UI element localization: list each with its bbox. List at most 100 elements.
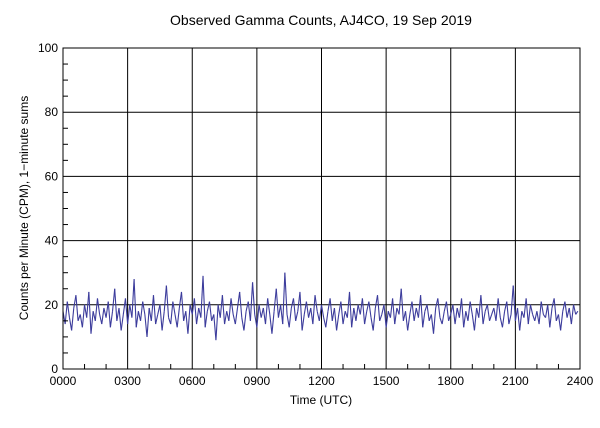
data-segment	[316, 311, 320, 321]
data-segment	[217, 304, 221, 318]
data-segment	[109, 311, 114, 328]
data-segment	[454, 307, 458, 325]
data-segment	[163, 285, 167, 312]
data-segment	[118, 307, 122, 331]
x-tick-labels: 0000 0300 0600 0900 1200 1500 1800 2100 2400	[50, 374, 594, 388]
data-segment	[318, 304, 323, 321]
data-segment	[333, 307, 338, 331]
data-segment	[146, 307, 150, 337]
data-segment	[432, 307, 437, 334]
data-segment	[254, 314, 258, 328]
data-segment	[292, 298, 297, 321]
data-segment	[301, 314, 305, 331]
data-segment	[357, 304, 361, 315]
data-segment	[150, 295, 155, 321]
data-segment	[127, 304, 131, 325]
data-segment	[75, 295, 79, 321]
data-segment	[351, 307, 355, 328]
data-segment	[228, 298, 232, 321]
data-segment	[213, 314, 217, 341]
x-tick-label: 0900	[244, 374, 271, 388]
data-segment	[411, 301, 415, 321]
data-segment	[68, 317, 73, 331]
data-segment	[379, 314, 383, 322]
data-segment	[191, 298, 195, 315]
data-segment	[573, 304, 577, 315]
data-segment	[385, 311, 389, 328]
data-segment	[170, 301, 174, 325]
data-segment	[161, 311, 165, 331]
plot-frame	[62, 47, 581, 370]
chart-title: Observed Gamma Counts, AJ4CO, 19 Sep 201…	[170, 12, 472, 28]
data-segment	[417, 295, 422, 318]
y-tick-label: 100	[38, 41, 58, 55]
x-tick-label: 2400	[567, 374, 594, 388]
data-segment	[392, 298, 396, 325]
data-segment	[193, 298, 198, 325]
data-segment	[288, 307, 292, 328]
data-segment	[448, 314, 452, 322]
data-segment	[308, 307, 312, 318]
data-segment	[366, 301, 370, 312]
data-segment	[497, 298, 501, 318]
data-segment	[120, 314, 124, 331]
data-segment	[370, 317, 374, 331]
data-segment	[103, 307, 107, 318]
data-segment	[400, 288, 404, 321]
data-segment	[86, 291, 90, 318]
data-segment	[469, 301, 473, 315]
data-segment	[236, 291, 241, 309]
data-segment	[64, 301, 68, 325]
data-segment	[239, 291, 243, 318]
data-segment	[260, 307, 264, 318]
data-segment	[124, 298, 129, 325]
data-segment	[510, 285, 514, 315]
data-segment	[131, 279, 135, 318]
data-segment	[529, 304, 534, 315]
data-segment	[430, 314, 435, 334]
data-segment	[478, 295, 482, 318]
data-segment	[508, 314, 512, 325]
data-segment	[284, 272, 288, 315]
data-segment	[234, 307, 239, 325]
data-segment	[249, 282, 254, 321]
data-segment	[570, 304, 575, 325]
data-segment	[79, 314, 83, 328]
data-segment	[165, 285, 170, 318]
data-segment	[536, 311, 540, 325]
data-segment	[320, 304, 325, 318]
data-segment	[329, 298, 333, 321]
data-segment	[568, 307, 572, 325]
data-segment	[215, 304, 219, 341]
data-segment	[336, 314, 340, 331]
data-series	[62, 272, 579, 341]
data-segment	[519, 311, 523, 331]
data-segment	[538, 301, 542, 325]
data-segment	[230, 298, 234, 315]
data-segment	[189, 304, 193, 315]
data-segment	[564, 301, 568, 318]
data-segment	[252, 282, 256, 315]
data-segment	[310, 307, 314, 325]
data-segment	[540, 301, 544, 315]
data-segment	[437, 298, 441, 318]
data-segment	[372, 307, 376, 331]
data-segment	[346, 291, 351, 318]
data-segment	[264, 298, 269, 325]
data-segment	[159, 304, 163, 331]
data-segment	[467, 301, 471, 321]
data-segment	[303, 301, 307, 315]
data-segment	[196, 307, 200, 325]
data-segment	[547, 304, 551, 328]
data-segment	[107, 301, 111, 328]
data-segment	[271, 311, 275, 334]
x-tick-label: 1800	[437, 374, 464, 388]
data-segment	[338, 301, 342, 315]
data-segment	[348, 291, 353, 328]
data-segment	[413, 307, 417, 321]
data-segment	[486, 304, 491, 321]
data-segment	[426, 304, 430, 321]
x-tick-label: 0600	[179, 374, 206, 388]
data-segment	[514, 307, 519, 321]
